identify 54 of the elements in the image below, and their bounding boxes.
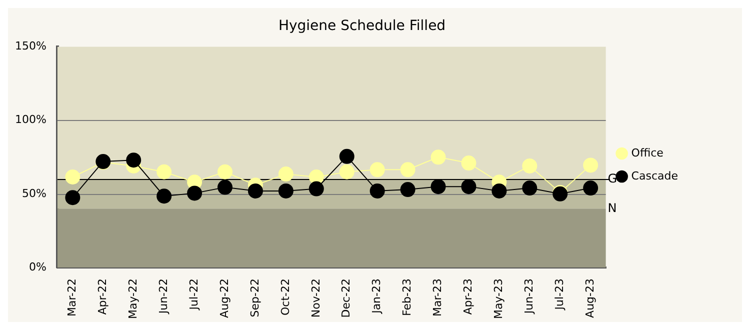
point (218, 164, 233, 180)
legend-label: Cascade (631, 169, 678, 182)
point (583, 180, 598, 196)
point (461, 156, 476, 171)
point (278, 166, 294, 182)
x-tick-label: Mar-23 (431, 278, 444, 317)
point (308, 181, 324, 196)
point (156, 188, 172, 204)
ref-line-label: G (608, 171, 618, 186)
point (522, 180, 538, 196)
point (65, 190, 80, 206)
x-tick-label: Dec-22 (340, 278, 353, 318)
point (339, 164, 354, 180)
point (430, 150, 446, 165)
x-tick-label: Jul-23 (552, 278, 566, 311)
point (65, 170, 80, 185)
x-tick-label: Apr-23 (462, 278, 475, 315)
point (492, 183, 507, 198)
point (522, 158, 538, 174)
x-tick-label: Nov-22 (309, 278, 322, 318)
point (248, 183, 263, 198)
point (370, 183, 385, 198)
y-tick-label: 0% (28, 260, 46, 274)
point (218, 180, 233, 195)
y-tick-label: 150% (14, 40, 46, 53)
band-label: N (608, 200, 617, 215)
x-tick-label: Mar-22 (66, 278, 79, 317)
point (430, 179, 446, 194)
point (461, 179, 476, 194)
x-tick-label: Oct-22 (278, 278, 292, 316)
x-tick-label: Feb-23 (400, 278, 414, 316)
x-tick-label: Aug-22 (218, 278, 231, 318)
point (400, 182, 416, 198)
chart-title: Hygiene Schedule Filled (278, 18, 446, 34)
point (370, 162, 385, 178)
x-tick-label: May-23 (492, 278, 506, 319)
point (187, 186, 202, 201)
x-tick-label: Jun-23 (522, 278, 536, 315)
x-tick-label: Sep-22 (248, 278, 262, 318)
y-tick-label: 100% (14, 113, 46, 126)
point (278, 183, 294, 198)
x-tick-label: Aug-23 (583, 278, 596, 318)
legend-label: Office (631, 146, 664, 160)
x-tick-label: May-22 (126, 278, 140, 319)
point (583, 158, 598, 173)
x-tick-label: Jun-22 (156, 278, 170, 315)
x-tick-label: Jan-23 (370, 278, 384, 314)
point (126, 152, 142, 168)
x-tick-label: Jul-22 (187, 278, 200, 311)
y-tick-label: 50% (22, 186, 46, 200)
x-tick-label: Apr-22 (96, 278, 110, 315)
point (339, 148, 354, 164)
point (400, 162, 416, 178)
point (156, 164, 172, 180)
